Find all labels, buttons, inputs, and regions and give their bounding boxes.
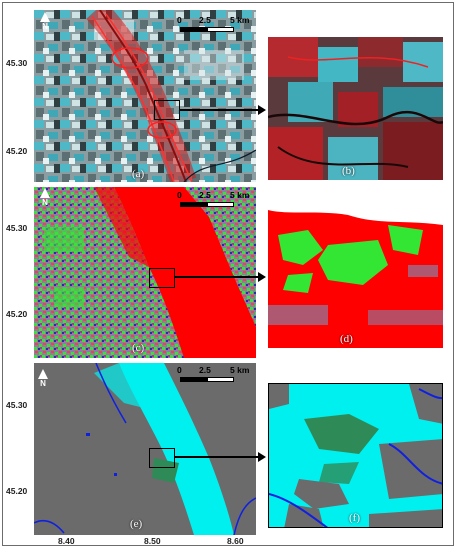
scale-tick-0-e: 0 [177,365,182,375]
panel-label-e: (e) [130,518,143,530]
scale-tick-5km-c: 5 km [230,190,250,200]
lat-label-45-20-c: 45.20 [6,309,28,319]
lat-label-45-30-c: 45.30 [6,223,28,233]
panel-a-sar-map: N 0 2.5 5 km (a) [34,10,256,182]
lon-label-8-50: 8.50 [144,536,161,546]
north-arrow-icon [38,369,48,379]
lat-label-45-30-a: 45.30 [6,58,28,68]
scale-bar-white-c [207,202,234,207]
panel-d-classification-zoom: (d) [268,205,443,348]
zoom-arrow-c [175,272,266,282]
zoom-box-a [154,100,180,120]
north-arrow-e: N [36,369,50,388]
north-arrow-icon [40,188,50,198]
panel-label-c: (c) [132,342,145,354]
north-label-e: N [40,379,46,388]
north-label-c: N [42,198,48,207]
scale-tick-0-c: 0 [177,190,182,200]
scale-tick-5km-e: 5 km [230,365,250,375]
panel-f-water-zoom: (f) [268,383,443,528]
scale-bar-black-e [180,377,207,382]
lon-label-8-60: 8.60 [227,536,244,546]
north-arrow-c: N [38,188,52,207]
scale-tick-2-5-a: 2.5 [199,15,211,25]
lat-label-45-20-e: 45.20 [6,486,28,496]
north-label-a: N [42,22,48,31]
panel-label-f: (f) [349,512,360,524]
panel-b-sar-zoom: (b) [268,37,443,180]
scale-tick-0-a: 0 [177,15,182,25]
scale-bar-white-e [207,377,234,382]
zoom-box-e [149,448,175,468]
scale-bar-black-a [180,27,207,32]
zoom-box-c [149,268,175,288]
scale-bar-black-c [180,202,207,207]
panel-e-water-map: N 0 2.5 5 km (e) [34,363,256,535]
zoom-arrow-a [180,105,266,115]
north-arrow-a: N [38,12,52,31]
zoom-arrow-e [175,452,266,462]
panel-c-classification-map: N 0 2.5 5 km (c) [34,187,256,358]
lat-label-45-30-e: 45.30 [6,400,28,410]
panel-label-a: (a) [132,168,145,180]
lat-label-45-20-a: 45.20 [6,146,28,156]
figure-frame [2,2,454,546]
scale-tick-2-5-c: 2.5 [199,190,211,200]
north-arrow-icon [40,12,50,22]
scale-bar-white-a [207,27,234,32]
panel-label-d: (d) [340,333,353,345]
lon-label-8-40: 8.40 [58,536,75,546]
panel-label-b: (b) [342,165,355,177]
scale-tick-5km-a: 5 km [230,15,250,25]
scale-tick-2-5-e: 2.5 [199,365,211,375]
